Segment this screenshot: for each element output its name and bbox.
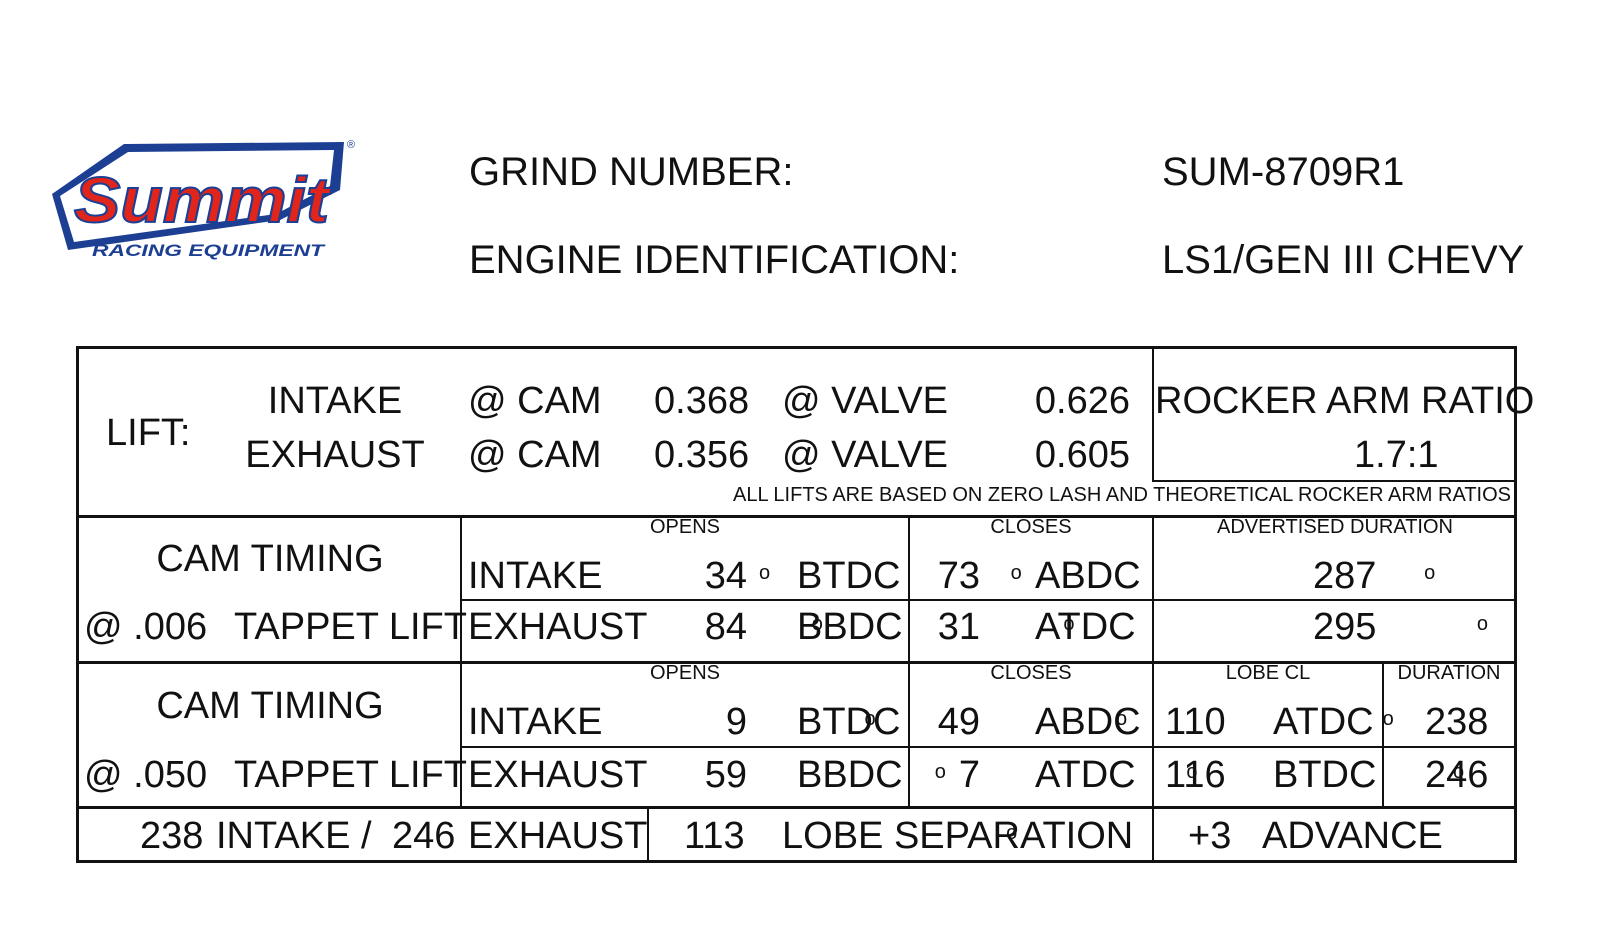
summary-intake-duration: 238 [140,815,204,857]
summit-racing-logo: Summit RACING EQUIPMENT ® [52,139,355,260]
timing050-title: CAM TIMING [156,685,384,727]
timing006-exhaust-label: EXHAUST [468,606,648,648]
timing050-intake-open-ref: BTDC [797,701,901,743]
table-border-left [76,346,79,863]
exhaust-valve-lift: 0.605 [1034,434,1130,476]
timing006-intake-open-ref: BTDC [797,555,901,597]
timing050-exhaust-lobe-ref: BTDC [1273,754,1377,796]
timing006-exhaust-close-ref: ATDC [1035,606,1136,648]
grind-number-label: GRIND NUMBER: [469,150,794,194]
rocker-bottom [1152,480,1516,482]
degree-mark: o [1186,761,1198,783]
exhaust-at-cam: @ CAM [468,434,602,476]
timing006-title: CAM TIMING [156,538,384,580]
timing006-exhaust-open: 84 [704,606,747,648]
degree-mark: o [811,613,823,635]
summary-advance-text: ADVANCE [1262,815,1443,857]
degree-mark: o [1382,708,1394,730]
closes-duration-divider [1152,515,1154,863]
timing006-intake-close: 73 [937,555,980,597]
lobe-duration-divider [1382,661,1384,808]
rocker-divider [1152,346,1154,482]
timing050-row-divider [460,746,1516,748]
exhaust-at-valve: @ VALVE [782,434,949,476]
timing050-exhaust-duration: 246 [1425,754,1489,796]
degree-mark: o [864,708,876,730]
degree-mark: o [1452,761,1465,783]
timing050-duration-header: DURATION [1397,662,1501,684]
logo-wordmark: Summit [74,164,332,236]
degree-mark: o [1006,822,1018,844]
degree-mark: o [1424,562,1436,584]
timing006-at-lift: @ .006 [84,606,208,648]
table-border-bottom [76,860,1517,863]
timing050-exhaust-lobe: 116 [1165,754,1226,796]
degree-mark: o [1476,613,1489,635]
timing050-bottom [76,806,1517,809]
intake-at-valve: @ VALVE [782,380,949,422]
grind-number-value: SUM-8709R1 [1162,150,1405,194]
timing006-intake-open: 34 [704,555,747,597]
table-border-top [76,346,1517,349]
summary-exhaust-text: EXHAUST [468,815,648,857]
lift-label: LIFT: [106,412,191,454]
degree-mark: o [1116,708,1128,730]
timing006-exhaust-close: 31 [937,606,980,648]
timing006-intake-duration: 287 [1313,555,1377,597]
timing050-intake-close: 49 [937,701,980,743]
timing006-opens-header: OPENS [649,516,721,538]
lift-intake-label: INTAKE [267,380,403,422]
rocker-arm-ratio-label: ROCKER ARM RATIO [1155,380,1535,422]
engine-identification-value: LS1/GEN III CHEVY [1162,238,1525,282]
logo-tagline: RACING EQUIPMENT [92,241,326,260]
timing050-intake-close-ref: ABDC [1035,701,1141,743]
timing050-intake-lobe-ref: ATDC [1273,701,1374,743]
timing050-exhaust-open: 59 [704,754,747,796]
timing050-intake-label: INTAKE [468,701,603,743]
summary-lobe-separation: 113 [684,815,745,857]
timing050-intake-lobe: 110 [1165,701,1226,743]
timing050-tappet: TAPPET LIFT [234,754,467,796]
summary-advance: +3 [1188,815,1232,857]
summary-divider [647,806,649,862]
engine-identification-label: ENGINE IDENTIFICATION: [469,238,960,282]
timing050-at-lift: @ .050 [84,754,208,796]
timing050-exhaust-close-ref: ATDC [1035,754,1136,796]
timing050-intake-open: 9 [725,701,747,743]
timing050-opens-header: OPENS [649,662,721,684]
summary-lobe-separation-text: LOBE SEPARATION [782,815,1134,857]
degree-mark: o [759,562,771,584]
timing006-exhaust-duration: 295 [1313,606,1377,648]
summary-intake-text: INTAKE / [216,815,372,857]
timing050-lobe-header: LOBE CL [1225,662,1311,684]
intake-valve-lift: 0.626 [1034,380,1130,422]
timing050-exhaust-label: EXHAUST [468,754,648,796]
timing006-closes-header: CLOSES [990,516,1072,538]
timing006-intake-label: INTAKE [468,555,603,597]
intake-at-cam: @ CAM [468,380,602,422]
degree-mark: o [934,761,946,783]
degree-mark: o [1063,613,1075,635]
summary-exhaust-duration: 246 [392,815,456,857]
timing006-intake-close-ref: ABDC [1035,555,1141,597]
table-border-right [1514,346,1517,863]
timing006-row-divider [460,599,1516,601]
timing006-tappet: TAPPET LIFT [234,606,467,648]
exhaust-cam-lift: 0.356 [654,434,750,476]
logo-banner-inner [60,150,334,242]
timing050-exhaust-open-ref: BBDC [797,754,903,796]
rocker-arm-ratio-value: 1.7:1 [1354,434,1439,476]
intake-cam-lift: 0.368 [654,380,750,422]
lift-exhaust-label: EXHAUST [245,434,425,476]
timing050-closes-header: CLOSES [990,662,1072,684]
registered-mark: ® [347,139,355,151]
timing050-intake-duration: 238 [1425,701,1489,743]
timing006-duration-header: ADVERTISED DURATION [1217,516,1453,538]
degree-mark: o [1010,562,1022,584]
timing006-exhaust-open-ref: BBDC [797,606,903,648]
timing006-bottom [76,661,1517,664]
timing050-exhaust-close: 7 [958,754,980,796]
lift-section-bottom [76,515,1517,518]
lift-note: ALL LIFTS ARE BASED ON ZERO LASH AND THE… [733,484,1511,506]
